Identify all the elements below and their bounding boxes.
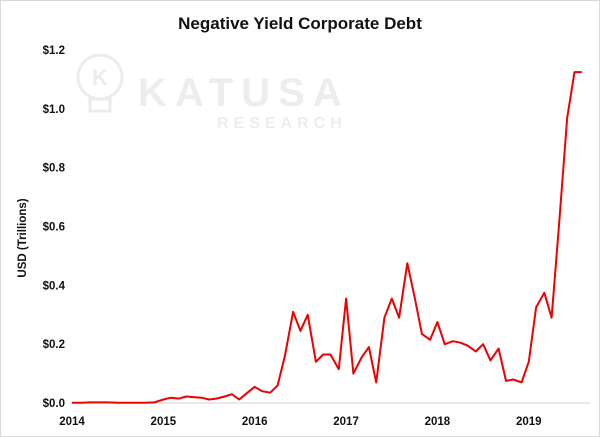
y-tick-label: $0.4 xyxy=(43,280,66,292)
x-tick-label: 2018 xyxy=(425,416,451,428)
series-line xyxy=(72,71,582,404)
y-tick-label: $1.2 xyxy=(43,45,65,57)
y-tick-label: $0.8 xyxy=(43,163,66,175)
x-tick-label: 2014 xyxy=(59,416,85,428)
x-tick-label: 2015 xyxy=(151,416,177,428)
y-axis-label: USD (Trillions) xyxy=(17,198,29,277)
y-tick-label: $0.0 xyxy=(43,398,65,410)
y-tick-label: $0.2 xyxy=(43,339,65,351)
watermark-bulb-base xyxy=(88,97,112,113)
x-tick-labels: 2014 2015 2016 2017 2018 2019 xyxy=(59,416,541,428)
watermark-k: K xyxy=(92,65,108,90)
y-tick-labels: $0.0 $0.2 $0.4 $0.6 $0.8 $1.0 $1.2 xyxy=(43,45,66,410)
series-points xyxy=(71,72,582,403)
y-tick-label: $1.0 xyxy=(43,104,65,116)
y-tick-label: $0.6 xyxy=(43,222,65,234)
watermark-katusa: KATUSA xyxy=(138,71,350,115)
chart-title: Negative Yield Corporate Debt xyxy=(178,14,422,33)
watermark-logo: K KATUSA RESEARCH xyxy=(76,53,350,132)
x-tick-label: 2019 xyxy=(516,416,542,428)
x-tick-label: 2016 xyxy=(242,416,268,428)
x-tick-label: 2017 xyxy=(333,416,359,428)
watermark-research: RESEARCH xyxy=(217,115,347,132)
